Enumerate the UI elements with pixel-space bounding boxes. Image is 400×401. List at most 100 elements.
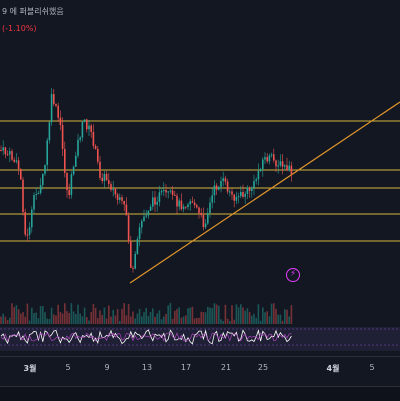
candle-body (286, 165, 288, 171)
volume-bar (182, 316, 185, 324)
volume-bar (31, 307, 33, 324)
volume-bar (211, 308, 213, 324)
time-tick: 5 (65, 363, 71, 372)
candle-body (275, 160, 277, 167)
time-tick: 17 (180, 363, 192, 372)
candle-body (127, 215, 130, 242)
candle-body (204, 223, 207, 228)
chart-canvas[interactable] (0, 0, 400, 356)
candle-body (17, 160, 20, 169)
candle-body (233, 194, 235, 201)
volume-bar (55, 315, 57, 324)
candle-body (66, 172, 68, 191)
candle-body (163, 190, 165, 192)
candle-body (15, 160, 18, 162)
volume-bar (81, 316, 84, 324)
volume-bar (200, 311, 202, 324)
volume-bar (169, 303, 172, 324)
volume-bar (233, 319, 235, 324)
candle-body (81, 121, 84, 138)
volume-bar (28, 320, 31, 324)
candle-body (68, 190, 70, 196)
volume-bar (248, 311, 251, 324)
candle-body (108, 180, 110, 185)
candle-body (196, 205, 198, 208)
volume-bar (224, 304, 227, 324)
candle-body (167, 191, 169, 193)
time-tick: 13 (141, 363, 153, 372)
candle-body (9, 151, 11, 155)
volume-bar (116, 309, 119, 324)
candle-body (240, 191, 242, 197)
volume-bar (231, 305, 233, 324)
volume-bar (152, 308, 154, 324)
volume-bar (279, 314, 282, 324)
candle-body (209, 202, 211, 214)
volume-bar (149, 312, 152, 324)
candle-body (119, 197, 121, 200)
volume-bar (46, 318, 48, 324)
candle-body (198, 207, 200, 213)
candle-body (255, 179, 257, 181)
candle-body (134, 253, 136, 269)
candle-body (26, 234, 29, 236)
candle-body (0, 150, 2, 151)
candle-body (180, 200, 183, 210)
time-tick: 25 (257, 363, 269, 372)
candle-body (114, 188, 117, 195)
time-tick: 21 (220, 363, 232, 372)
candle-body (259, 169, 262, 171)
volume-bar (42, 306, 44, 324)
volume-bar (64, 303, 66, 324)
volume-bar (94, 307, 97, 324)
volume-bar (68, 313, 70, 324)
candle-body (187, 204, 189, 208)
candle-body (248, 187, 251, 191)
volume-bar (253, 313, 255, 324)
candle-body (152, 197, 154, 207)
candle-body (262, 159, 264, 170)
trend-line[interactable] (129, 101, 400, 284)
volume-bar (215, 304, 218, 324)
volume-bar (143, 312, 145, 324)
volume-bar (268, 316, 271, 324)
volume-bar (160, 319, 163, 324)
candle-body (138, 227, 141, 240)
volume-bar (22, 312, 24, 324)
volume-bar (226, 318, 229, 324)
candle-body (97, 148, 99, 162)
candle-body (79, 137, 81, 140)
volume-bar (77, 304, 79, 324)
volume-bar (290, 305, 293, 324)
volume-bar (114, 315, 117, 324)
candle-body (24, 212, 26, 235)
volume-bar (266, 311, 268, 324)
volume-bar (262, 307, 264, 324)
candle-body (39, 185, 42, 193)
time-tick: 4월 (326, 364, 340, 373)
candle-body (125, 204, 128, 216)
volume-bar (218, 305, 220, 324)
volume-bar (108, 305, 110, 324)
volume-bar (204, 312, 207, 324)
volume-bar (17, 309, 20, 324)
volume-bars (0, 303, 293, 324)
candle-body (273, 154, 275, 161)
candle-body (268, 155, 271, 162)
candle-body (57, 105, 59, 118)
candle-body (154, 197, 156, 205)
candle-body (130, 241, 132, 268)
horizontal-levels[interactable] (0, 120, 400, 242)
volume-bar (264, 312, 266, 324)
volume-bar (61, 313, 64, 324)
volume-bar (136, 313, 139, 324)
candle-body (101, 177, 103, 181)
candle-body (31, 209, 33, 228)
candle-body (189, 201, 191, 205)
time-axis[interactable]: 3월 5 9 13 17 21 25 4월 5 (0, 356, 400, 387)
candle-body (202, 215, 205, 228)
candle-body (185, 206, 187, 208)
volume-bar (33, 313, 35, 324)
lightning-bolt-icon[interactable]: ⚡ (286, 268, 300, 282)
